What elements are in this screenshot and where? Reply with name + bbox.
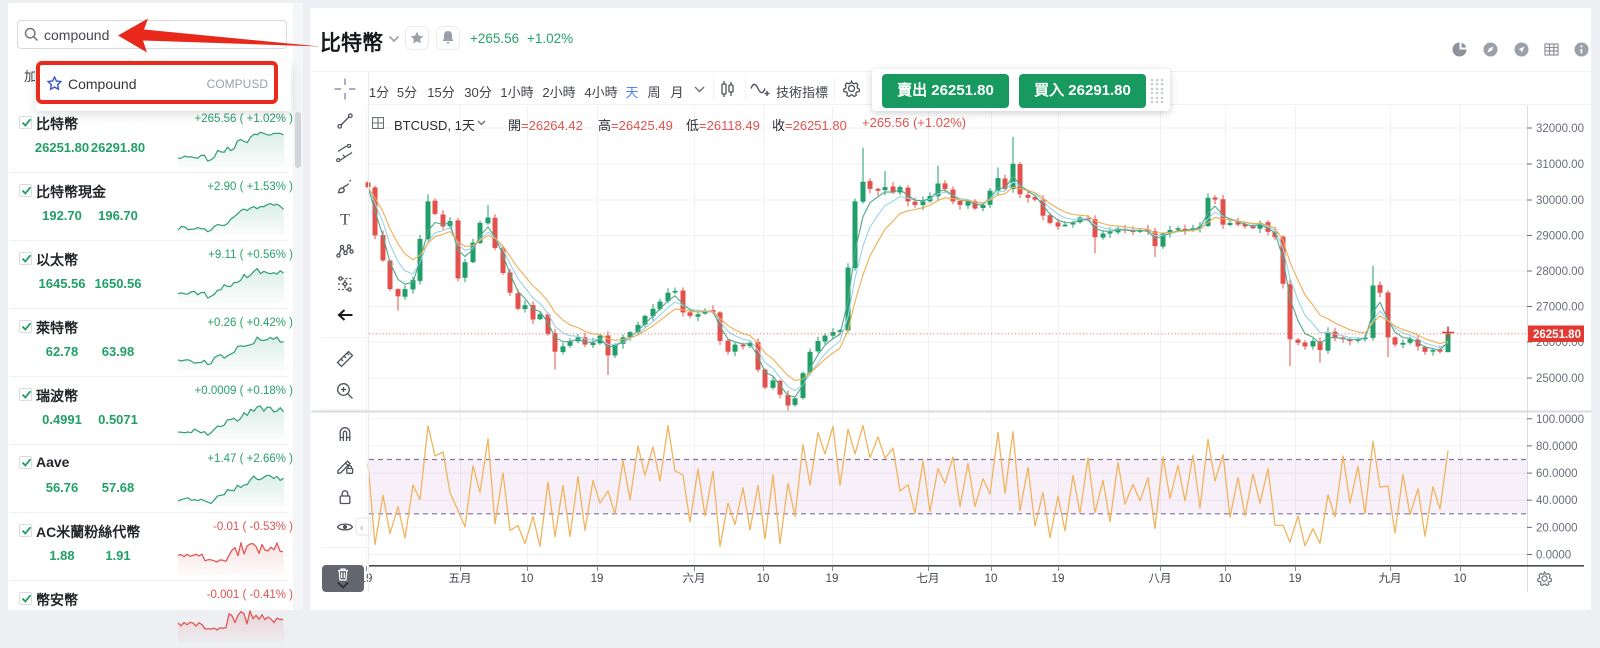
svg-text:19: 19 bbox=[591, 573, 604, 585]
svg-text:25000.00: 25000.00 bbox=[1536, 373, 1584, 385]
svg-text:80.0000: 80.0000 bbox=[1536, 441, 1578, 453]
svg-text:八月: 八月 bbox=[1149, 573, 1172, 585]
svg-text:10: 10 bbox=[985, 573, 998, 585]
svg-text:20.0000: 20.0000 bbox=[1536, 522, 1578, 534]
svg-text:26251.80: 26251.80 bbox=[1533, 329, 1581, 341]
svg-text:30000.00: 30000.00 bbox=[1536, 195, 1584, 207]
svg-text:27000.00: 27000.00 bbox=[1536, 302, 1584, 314]
svg-text:100.0000: 100.0000 bbox=[1536, 414, 1584, 426]
svg-text:10: 10 bbox=[1454, 573, 1467, 585]
svg-text:T: T bbox=[340, 212, 350, 229]
svg-text:‹: ‹ bbox=[360, 523, 363, 534]
svg-text:10: 10 bbox=[1219, 573, 1232, 585]
svg-text:19: 19 bbox=[1289, 573, 1302, 585]
svg-text:10: 10 bbox=[757, 573, 770, 585]
svg-text:0.0000: 0.0000 bbox=[1536, 550, 1571, 562]
svg-text:29000.00: 29000.00 bbox=[1536, 231, 1584, 243]
svg-text:九月: 九月 bbox=[1379, 572, 1402, 585]
svg-text:10: 10 bbox=[521, 573, 534, 585]
svg-text:19: 19 bbox=[1052, 573, 1065, 585]
svg-text:60.0000: 60.0000 bbox=[1536, 468, 1578, 480]
svg-text:28000.00: 28000.00 bbox=[1536, 266, 1584, 278]
svg-text:40.0000: 40.0000 bbox=[1536, 495, 1578, 507]
svg-text:19: 19 bbox=[826, 573, 839, 585]
svg-text:五月: 五月 bbox=[449, 573, 472, 585]
svg-text:六月: 六月 bbox=[683, 572, 706, 585]
svg-text:32000.00: 32000.00 bbox=[1536, 123, 1584, 135]
svg-text:31000.00: 31000.00 bbox=[1536, 159, 1584, 171]
svg-text:七月: 七月 bbox=[917, 572, 940, 585]
